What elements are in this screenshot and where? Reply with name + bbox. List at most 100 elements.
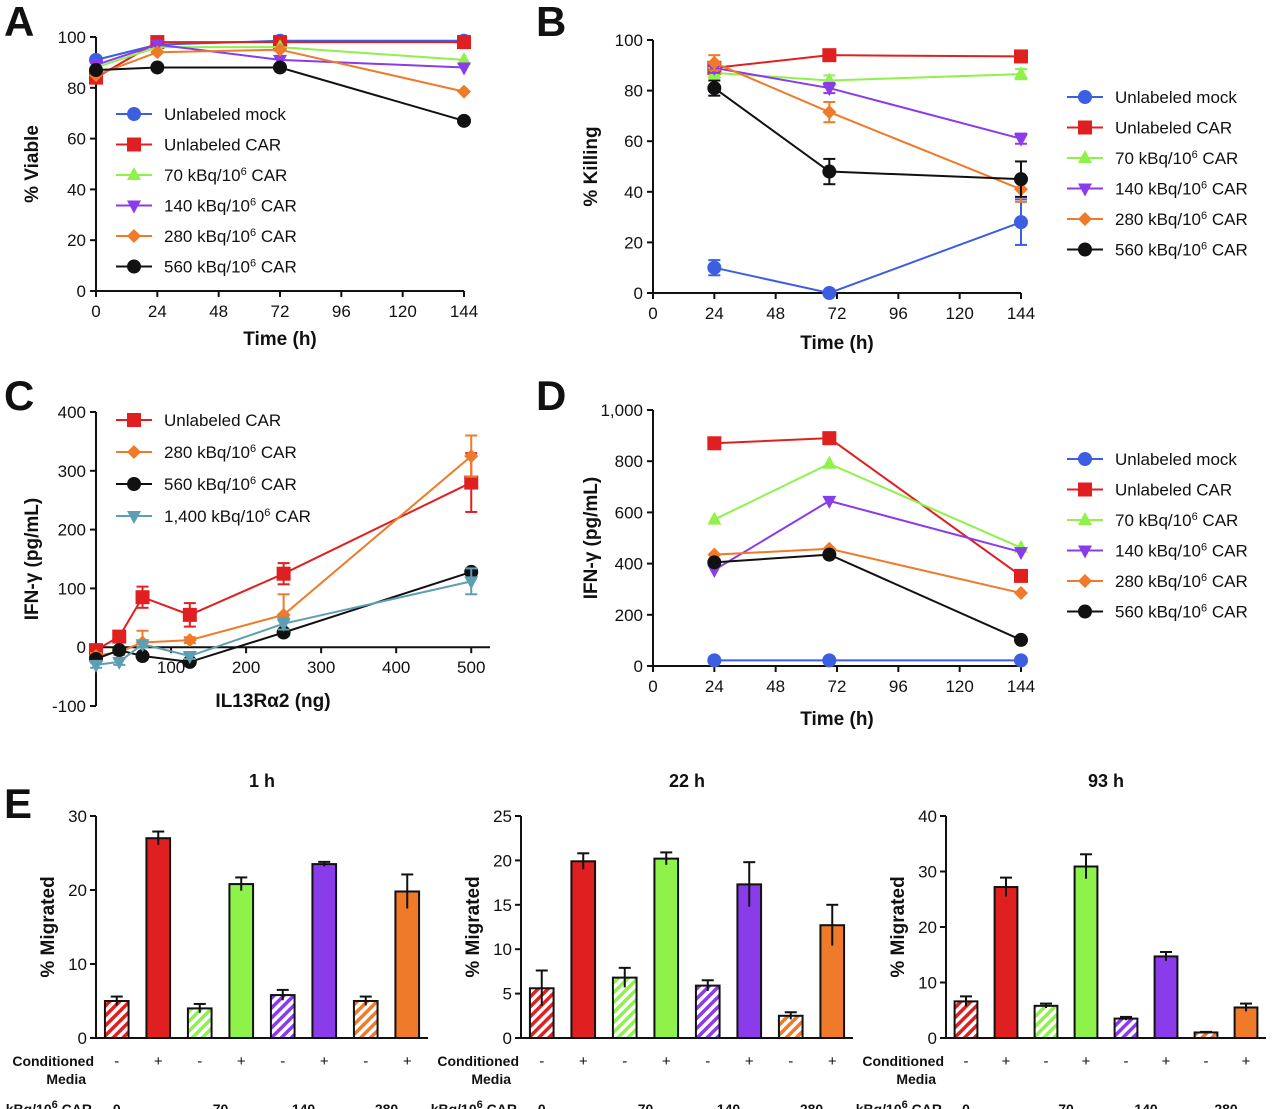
- legend-label: Unlabeled CAR: [1115, 481, 1232, 500]
- bar: [1113, 1017, 1139, 1040]
- data-point: [1014, 133, 1028, 147]
- y-tick-label: 20: [493, 851, 512, 870]
- y-tick-label: 60: [67, 130, 86, 149]
- y-tick-label: 20: [918, 918, 937, 937]
- x-tick-label: 96: [889, 677, 908, 696]
- y-tick-label: 0: [77, 638, 86, 657]
- dose-group-label: 280: [800, 1101, 824, 1109]
- series-line: [714, 553, 1022, 641]
- data-point: [150, 60, 165, 75]
- legend-marker: [1078, 604, 1092, 619]
- conditioned-media-sign: -: [788, 1053, 793, 1070]
- bar: [394, 890, 421, 1039]
- series-line: [714, 221, 1022, 295]
- y-tick-label: 10: [493, 940, 512, 959]
- data-point: [273, 60, 287, 75]
- legend-label: 140 kBq/106 CAR: [1115, 542, 1248, 561]
- series-line: [714, 437, 1022, 577]
- legend-label: Unlabeled mock: [164, 105, 286, 124]
- y-tick-label: -100: [52, 697, 86, 716]
- y-tick-label: 400: [58, 403, 86, 422]
- y-tick-label: 100: [58, 579, 86, 598]
- row-label-media: Media: [46, 1071, 86, 1087]
- conditioned-media-sign: -: [705, 1053, 710, 1070]
- series-line: [713, 87, 1022, 181]
- bar: [1153, 955, 1179, 1039]
- dose-group-label: 0: [538, 1101, 546, 1109]
- y-tick-label: 60: [624, 132, 643, 151]
- legend-label: 280 kBq/106 CAR: [1115, 572, 1248, 591]
- y-tick-label: 200: [58, 521, 86, 540]
- data-point: [182, 607, 197, 622]
- bar: [1033, 1004, 1059, 1039]
- x-tick-label: 120: [388, 302, 416, 321]
- conditioned-media-sign: +: [662, 1053, 671, 1070]
- data-point: [822, 286, 837, 300]
- row-label-dose: kBq/106 CAR: [856, 1099, 942, 1109]
- legend-label: 280 kBq/106 CAR: [164, 443, 297, 462]
- y-tick-label: 600: [615, 503, 643, 522]
- data-point: [1014, 586, 1028, 601]
- y-tick-label: 80: [624, 82, 643, 101]
- plot-d: 0 200 400 600 800 1,000 0 24 48 72 96 120 144 Time (h…: [581, 401, 1248, 730]
- y-tick-label: 0: [928, 1029, 937, 1048]
- y-tick-label: 40: [67, 180, 86, 199]
- data-point: [822, 547, 837, 562]
- data-point: [822, 48, 837, 63]
- x-tick-label: 200: [232, 658, 260, 677]
- legend-marker: [1078, 150, 1092, 163]
- data-point: [822, 164, 837, 179]
- legend-marker: [127, 477, 141, 491]
- y-tick-label: 0: [503, 1029, 512, 1048]
- x-tick-label: 48: [766, 304, 785, 323]
- data-point: [1014, 568, 1028, 583]
- y-axis-label: % Killing: [581, 126, 602, 206]
- legend-marker: [1078, 574, 1092, 588]
- legend-label: Unlabeled CAR: [164, 411, 281, 430]
- bar: [653, 857, 680, 1040]
- dose-group-label: 140: [717, 1101, 741, 1109]
- legend-marker: [1078, 482, 1092, 497]
- dose-group-label: 140: [1134, 1101, 1158, 1109]
- panel-letter-b: B: [536, 0, 566, 45]
- y-axis-label: IFN-γ (pg/mL): [22, 498, 43, 620]
- x-tick-label: 48: [209, 302, 228, 321]
- y-tick-label: 30: [918, 863, 937, 882]
- conditioned-media-sign: +: [828, 1053, 837, 1070]
- conditioned-media-sign: +: [1002, 1053, 1011, 1070]
- x-tick-label: 144: [450, 302, 478, 321]
- conditioned-media-sign: -: [539, 1053, 544, 1070]
- legend-label: 70 kBq/106 CAR: [1115, 149, 1238, 168]
- y-tick-label: 30: [68, 807, 87, 826]
- legend-label: Unlabeled CAR: [164, 136, 281, 155]
- y-tick-label: 25: [493, 807, 512, 826]
- y-axis-label: % Migrated: [888, 876, 909, 977]
- conditioned-media-sign: +: [579, 1053, 588, 1070]
- y-tick-label: 40: [624, 183, 643, 202]
- legend-label: 1,400 kBq/106 CAR: [164, 507, 311, 526]
- legend-marker: [127, 511, 141, 524]
- data-point: [135, 649, 150, 664]
- bar: [694, 984, 721, 1039]
- data-point: [89, 63, 103, 78]
- x-tick-label: 100: [157, 658, 185, 677]
- series-line: [95, 41, 464, 79]
- plot-c: -100 0 100 200 300 400 100 200 300 400 500 IL13Rα2 …: [22, 403, 490, 716]
- legend-marker: [127, 413, 141, 427]
- panel-letter-c: C: [4, 372, 34, 419]
- conditioned-media-sign: +: [320, 1053, 329, 1070]
- x-tick-label: 24: [148, 302, 167, 321]
- legend-marker: [1078, 212, 1092, 226]
- x-tick-label: 96: [889, 304, 908, 323]
- x-tick-label: 120: [945, 677, 973, 696]
- legend-marker: [127, 445, 141, 459]
- bar: [1233, 1006, 1259, 1039]
- conditioned-media-sign: +: [1162, 1053, 1171, 1070]
- legend-marker: [127, 107, 141, 121]
- conditioned-media-sign: -: [363, 1053, 368, 1070]
- bar: [228, 883, 255, 1040]
- legend-marker: [1078, 512, 1092, 525]
- y-tick-label: 80: [67, 79, 86, 98]
- data-point: [822, 455, 837, 469]
